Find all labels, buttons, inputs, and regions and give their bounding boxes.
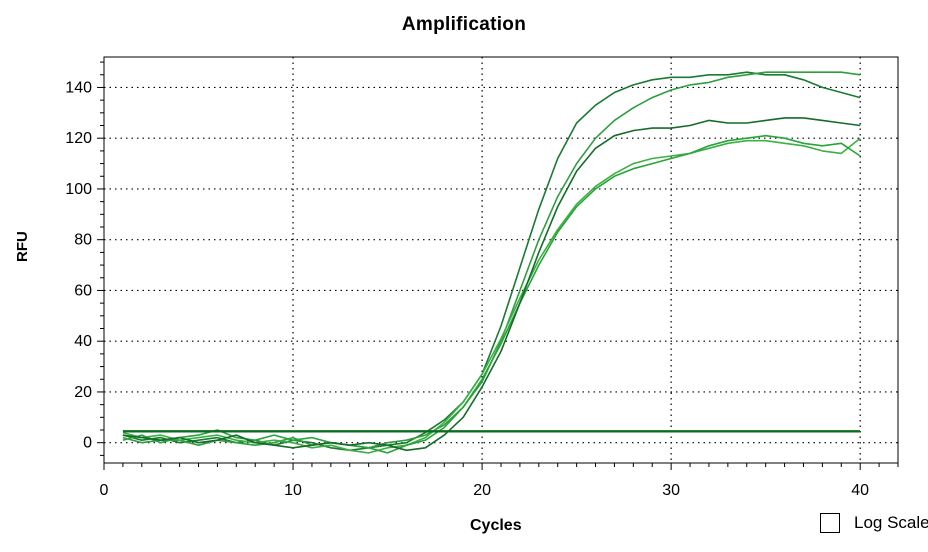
log-scale-checkbox[interactable]	[820, 513, 840, 533]
plot-frame	[103, 56, 899, 464]
y-tick-label: 140	[65, 79, 92, 96]
x-tick-label: 20	[473, 482, 491, 499]
x-tick-label: 0	[100, 482, 109, 499]
x-axis-label: Cycles	[470, 517, 522, 534]
y-tick-label: 40	[74, 333, 92, 350]
log-scale-toggle[interactable]: Log Scale	[820, 511, 928, 535]
y-tick-label: 20	[74, 384, 92, 401]
y-tick-label: 0	[83, 435, 92, 452]
y-tick-label: 60	[74, 282, 92, 299]
log-scale-label: Log Scale	[854, 513, 928, 532]
chart-title: Amplification	[401, 14, 527, 35]
series-line	[122, 117, 861, 452]
x-tick-label: 10	[284, 482, 302, 499]
x-tick-label: 30	[662, 482, 680, 499]
y-tick-label: 120	[65, 130, 92, 147]
x-tick-label: 40	[851, 482, 869, 499]
y-tick-label: 80	[74, 232, 92, 249]
y-tick-label: 100	[65, 181, 92, 198]
series-line	[122, 137, 861, 454]
